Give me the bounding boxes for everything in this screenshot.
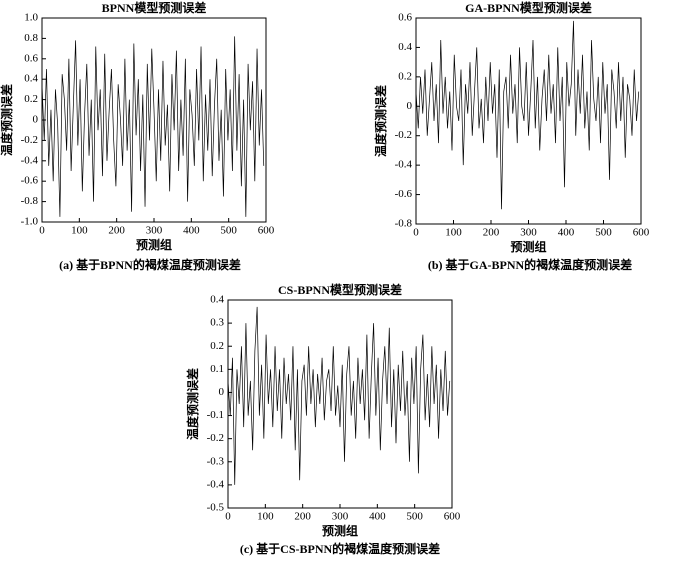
x-tick-label: 200	[483, 227, 500, 239]
y-tick-label: 0.3	[210, 317, 224, 329]
x-tick-label: 500	[595, 227, 612, 239]
caption: (c) 基于CS-BPNN的褐煤温度预测误差	[240, 541, 440, 556]
y-tick-label: 0.6	[24, 52, 38, 64]
y-tick-label: -0.2	[21, 134, 38, 146]
y-tick-label: 0.8	[24, 32, 38, 44]
error-line	[415, 20, 640, 210]
y-axis-label: 温度预测误差	[185, 368, 200, 440]
y-tick-label: -0.2	[395, 129, 412, 141]
chart-title: GA-BPNN模型预测误差	[465, 0, 592, 15]
y-tick-label: 0.2	[210, 340, 224, 352]
y-tick-label: 0	[219, 386, 225, 398]
x-tick-label: 500	[220, 225, 237, 237]
chart-title: CS-BPNN模型预测误差	[278, 282, 402, 297]
error-line	[227, 306, 451, 485]
y-tick-label: 0.4	[24, 73, 38, 85]
x-tick-label: 0	[39, 225, 45, 237]
y-tick-label: -0.4	[21, 154, 39, 166]
x-tick-label: 400	[183, 225, 200, 237]
y-tick-label: -0.4	[395, 159, 413, 171]
y-tick-label: -0.1	[207, 409, 224, 421]
x-tick-label: 0	[225, 511, 231, 523]
y-tick-label: 0.1	[210, 363, 224, 375]
x-tick-label: 200	[108, 225, 125, 237]
x-tick-label: 400	[558, 227, 575, 239]
y-tick-label: 1.0	[24, 12, 38, 24]
y-tick-label: 0.6	[398, 12, 412, 24]
x-tick-label: 600	[258, 225, 275, 237]
plot-frame	[41, 17, 267, 223]
x-tick-label: 600	[444, 511, 461, 523]
y-tick-label: 0.4	[398, 41, 412, 53]
caption: (a) 基于BPNN的褐煤温度预测误差	[59, 257, 241, 272]
plot-frame	[227, 299, 453, 509]
y-tick-label: -0.6	[395, 188, 413, 200]
x-tick-label: 300	[146, 225, 163, 237]
y-axis-label: 温度预测误差	[0, 84, 14, 156]
x-axis-label: 预测组	[510, 239, 546, 254]
y-tick-label: -0.4	[207, 478, 225, 490]
x-axis-label: 预测组	[136, 237, 172, 252]
y-tick-label: 0.2	[24, 93, 38, 105]
x-tick-label: 600	[633, 227, 650, 239]
caption: (b) 基于GA-BPNN的褐煤温度预测误差	[428, 257, 632, 272]
x-tick-label: 100	[445, 227, 462, 239]
x-tick-label: 200	[294, 511, 311, 523]
y-tick-label: -1.0	[21, 216, 39, 228]
y-tick-label: 0.2	[398, 70, 412, 82]
x-tick-label: 100	[257, 511, 274, 523]
y-axis-label: 温度预测误差	[373, 85, 388, 157]
plot-frame	[415, 17, 642, 225]
y-tick-label: 0	[33, 114, 39, 126]
x-tick-label: 100	[71, 225, 88, 237]
x-axis-label: 预测组	[322, 523, 358, 538]
y-tick-label: -0.3	[207, 455, 225, 467]
y-tick-label: -0.5	[207, 502, 225, 514]
x-tick-label: 300	[332, 511, 349, 523]
y-tick-label: -0.8	[21, 195, 39, 207]
y-tick-label: 0	[407, 100, 413, 112]
y-tick-label: -0.2	[207, 432, 224, 444]
x-tick-label: 400	[369, 511, 386, 523]
y-tick-label: -0.8	[395, 218, 413, 230]
error-line	[41, 36, 265, 217]
y-tick-label: 0.4	[210, 294, 224, 306]
chart-title: BPNN模型预测误差	[102, 0, 207, 15]
x-tick-label: 300	[520, 227, 537, 239]
x-tick-label: 0	[413, 227, 419, 239]
y-tick-label: -0.6	[21, 175, 39, 187]
x-tick-label: 500	[406, 511, 423, 523]
